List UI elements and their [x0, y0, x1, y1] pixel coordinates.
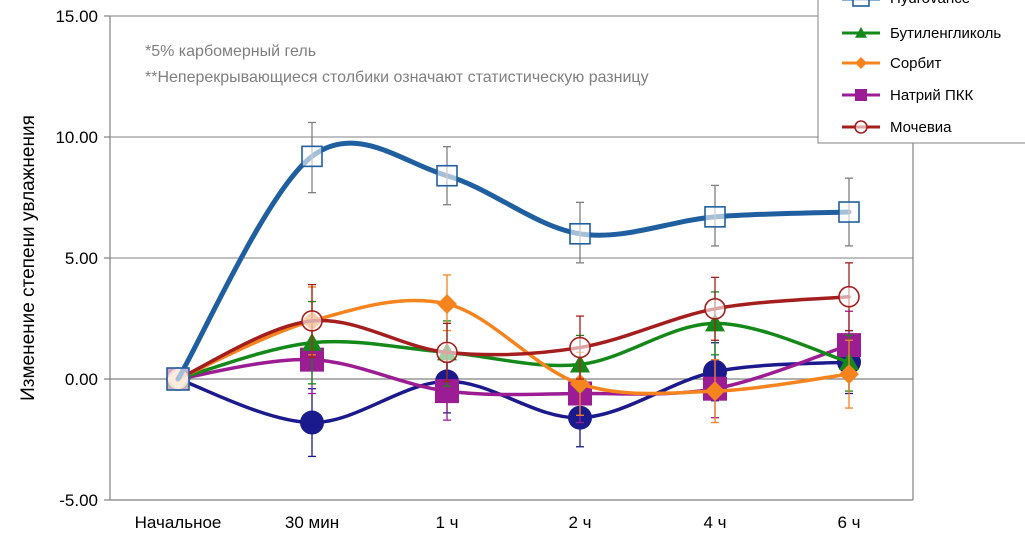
data-point — [855, 89, 867, 101]
legend-item: Мочевиа — [842, 119, 952, 136]
legend-item: Натрий ПКК — [842, 87, 974, 104]
data-point — [301, 145, 323, 168]
y-tick-label: 15.00 — [55, 7, 98, 26]
data-point — [855, 57, 867, 69]
y-tick-label: 5.00 — [65, 249, 98, 268]
x-tick-label: 30 мин — [285, 513, 339, 532]
data-point — [852, 0, 870, 7]
data-point — [436, 164, 458, 187]
data-point — [854, 120, 868, 134]
data-point — [569, 336, 591, 359]
legend-label: Бутиленгликоль — [890, 25, 1001, 42]
note-1: *5% карбомерный гель — [145, 43, 316, 60]
y-tick-label: 0.00 — [65, 370, 98, 389]
data-point — [855, 27, 867, 38]
y-axis-title: Изменение степени увлажнения — [18, 115, 39, 401]
legend-label: Мочевиа — [890, 119, 952, 136]
legend-item: Hydrovance — [842, 0, 970, 7]
x-tick-label: 1 ч — [435, 513, 458, 532]
legend-box — [817, 0, 1025, 144]
legend-label: Сорбит — [890, 55, 941, 72]
data-point — [838, 285, 860, 308]
data-point — [838, 201, 860, 223]
data-point — [839, 364, 859, 385]
x-tick-labels: Начальное 30 мин 1 ч 2 ч 4 ч 6 ч — [135, 513, 861, 532]
data-point — [704, 206, 726, 228]
data-point — [436, 341, 458, 364]
series-line — [176, 360, 851, 425]
y-tick-label: 10.00 — [55, 128, 98, 147]
note-2: **Неперекрывающиеся столбики означают ст… — [145, 69, 649, 86]
legend-item: Бутиленгликоль — [842, 25, 1001, 42]
x-tick-label: 6 ч — [837, 513, 860, 532]
legend-label: Hydrovance — [890, 0, 970, 7]
legend: Hydrovance Бутиленгликоль Сорбит Натрий ПКК… — [817, 0, 1025, 144]
series-Мочевиа — [166, 262, 860, 391]
series-line — [176, 298, 851, 396]
x-tick-label: 2 ч — [568, 513, 591, 532]
series-layer — [166, 121, 861, 458]
x-tick-label: Начальное — [135, 513, 222, 532]
data-point — [301, 310, 323, 332]
legend-item: Сорбит — [842, 55, 941, 72]
series-Hydrovance — [166, 121, 860, 391]
data-point — [570, 373, 590, 394]
x-tick-label: 4 ч — [703, 513, 726, 532]
y-tick-label: -5.00 — [59, 491, 98, 510]
y-tick-labels: 15.00 10.00 5.00 0.00 -5.00 — [55, 7, 98, 510]
data-point — [166, 367, 190, 391]
data-point — [300, 410, 324, 435]
data-point — [437, 293, 457, 314]
series-line — [176, 294, 851, 381]
series-line — [176, 321, 851, 381]
legend-label: Натрий ПКК — [890, 87, 974, 104]
data-point — [704, 298, 726, 320]
data-point — [705, 381, 725, 402]
series-line — [176, 343, 851, 397]
data-point — [569, 223, 591, 245]
